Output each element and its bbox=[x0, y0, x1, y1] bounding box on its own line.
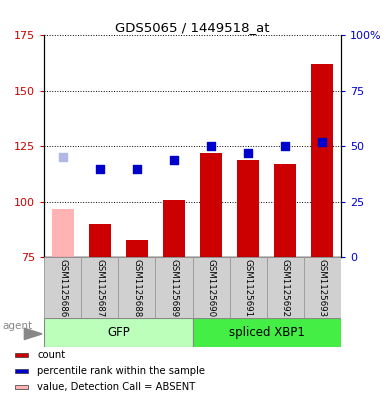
Title: GDS5065 / 1449518_at: GDS5065 / 1449518_at bbox=[115, 21, 270, 34]
Text: GSM1125692: GSM1125692 bbox=[281, 259, 290, 317]
Text: count: count bbox=[37, 350, 65, 360]
Point bbox=[97, 165, 103, 172]
Bar bbox=[192, 257, 229, 318]
Text: value, Detection Call = ABSENT: value, Detection Call = ABSENT bbox=[37, 382, 196, 392]
Bar bbox=[229, 257, 266, 318]
Text: percentile rank within the sample: percentile rank within the sample bbox=[37, 366, 205, 376]
Bar bbox=[44, 257, 81, 318]
Point bbox=[208, 143, 214, 149]
Bar bbox=[192, 318, 341, 347]
Text: agent: agent bbox=[2, 321, 32, 331]
Bar bbox=[163, 200, 185, 257]
Text: GSM1125688: GSM1125688 bbox=[132, 259, 141, 317]
Text: spliced XBP1: spliced XBP1 bbox=[229, 326, 305, 339]
Bar bbox=[126, 240, 148, 257]
Bar bbox=[237, 160, 259, 257]
Polygon shape bbox=[24, 328, 42, 340]
Text: GSM1125690: GSM1125690 bbox=[206, 259, 216, 317]
Bar bbox=[44, 318, 192, 347]
Text: GSM1125689: GSM1125689 bbox=[169, 259, 179, 317]
Point bbox=[60, 154, 66, 161]
Bar bbox=[156, 257, 192, 318]
Bar bbox=[15, 386, 28, 389]
Bar bbox=[15, 353, 28, 356]
Point bbox=[282, 143, 288, 149]
Bar bbox=[52, 209, 74, 257]
Bar bbox=[119, 257, 156, 318]
Bar bbox=[274, 164, 296, 257]
Text: GFP: GFP bbox=[107, 326, 130, 339]
Point bbox=[171, 156, 177, 163]
Text: GSM1125686: GSM1125686 bbox=[58, 259, 67, 317]
Point bbox=[245, 150, 251, 156]
Text: GSM1125691: GSM1125691 bbox=[244, 259, 253, 317]
Bar bbox=[311, 64, 333, 257]
Point bbox=[319, 139, 325, 145]
Bar bbox=[304, 257, 341, 318]
Bar bbox=[200, 153, 222, 257]
Bar bbox=[267, 257, 304, 318]
Text: GSM1125693: GSM1125693 bbox=[318, 259, 327, 317]
Bar bbox=[89, 224, 111, 257]
Bar bbox=[15, 369, 28, 373]
Point bbox=[134, 165, 140, 172]
Text: GSM1125687: GSM1125687 bbox=[95, 259, 104, 317]
Bar bbox=[81, 257, 119, 318]
